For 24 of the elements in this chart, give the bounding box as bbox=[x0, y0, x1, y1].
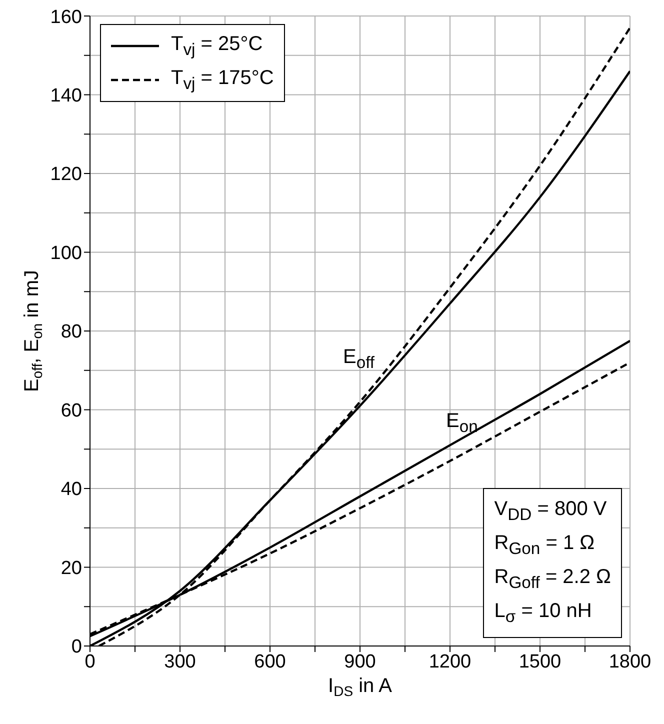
y-tick-label: 140 bbox=[50, 85, 82, 106]
y-tick-label: 40 bbox=[60, 479, 82, 500]
x-axis-title: I$_{DS}$ in A bbox=[328, 675, 393, 700]
y-tick-label: 0 bbox=[71, 636, 82, 658]
x-tick-label: 1500 bbox=[518, 651, 562, 672]
annotation: L$_{σ}$ = 10 nH bbox=[494, 599, 593, 628]
annotation: E$_{off}$ bbox=[343, 346, 375, 373]
annotation: R$_{Gon}$ = 1 Ω bbox=[494, 531, 596, 560]
y-tick-label: 80 bbox=[60, 322, 82, 343]
y-tick-label: 160 bbox=[50, 6, 82, 28]
x-tick-label: 600 bbox=[254, 651, 286, 672]
legend-label: T$_{vj}$ = 25°C bbox=[171, 32, 263, 60]
y-tick-label: 60 bbox=[60, 400, 82, 422]
x-tick-label: 1800 bbox=[608, 651, 652, 672]
annotation: R$_{Goff}$ = 2.2 Ω bbox=[494, 565, 611, 594]
x-tick-label: 300 bbox=[164, 651, 196, 672]
y-tick-label: 20 bbox=[60, 558, 82, 579]
x-tick-label: 900 bbox=[344, 651, 376, 672]
x-tick-label: 1200 bbox=[428, 651, 472, 672]
x-tick-label: 0 bbox=[84, 651, 96, 672]
y-tick-label: 120 bbox=[50, 164, 82, 186]
legend-label: T$_{vj}$ = 175°C bbox=[171, 66, 274, 94]
y-tick-label: 100 bbox=[50, 242, 82, 264]
annotation: V$_{DD}$ = 800 V bbox=[494, 497, 608, 526]
